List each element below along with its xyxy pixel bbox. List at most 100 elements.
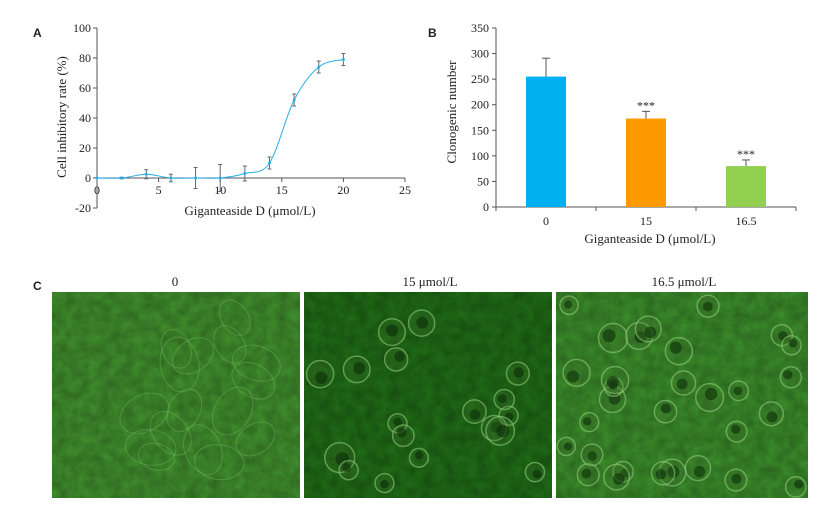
cell-nucleus: [794, 479, 804, 489]
micrograph-cells: [556, 294, 807, 498]
cell-outline: [137, 442, 176, 471]
cell: [211, 386, 254, 436]
cell: [684, 454, 712, 482]
panel-b-y-ticks: 0 50 100 150 200 250 300 350: [471, 21, 496, 214]
cell-nucleus: [581, 468, 592, 479]
cell: [524, 461, 546, 483]
cell: [182, 424, 223, 476]
cell: [193, 443, 245, 481]
cell-nucleus: [731, 424, 741, 434]
bar-group: *** 15: [626, 98, 666, 228]
cell: [670, 370, 697, 396]
cell-outline: [159, 336, 200, 393]
data-point: [95, 176, 99, 180]
cell: [562, 358, 591, 388]
cell-nucleus: [566, 370, 580, 383]
panel-a-y-axis-title: Cell inhibitory rate (%): [54, 56, 69, 178]
bar: [726, 166, 766, 207]
panel-a-x-ticks: 0 5 10 15 20 25: [94, 178, 411, 197]
cell-outline: [218, 299, 251, 336]
cell-nucleus: [783, 369, 793, 380]
bar: [626, 118, 666, 207]
micrograph-16-5: 16.5 μmol/L: [556, 274, 808, 498]
cell-nucleus: [532, 469, 542, 479]
bar-group: 0: [526, 57, 566, 228]
micrograph-0: 0: [52, 274, 300, 498]
data-point: [316, 60, 321, 74]
cell-nucleus: [564, 442, 573, 451]
x-tick-label: 15: [640, 214, 652, 228]
y-tick-label: 0: [85, 171, 91, 185]
cell-nucleus: [693, 466, 706, 478]
cell: [634, 315, 662, 343]
cell-nucleus: [669, 341, 682, 354]
bar-group: *** 16.5: [726, 147, 766, 228]
y-tick-label: 50: [477, 174, 489, 188]
data-point: [168, 173, 173, 183]
cell-nucleus: [513, 367, 524, 378]
panel-b-letter: B: [428, 26, 437, 40]
x-tick-label: 5: [156, 183, 162, 197]
point-marker: [317, 65, 321, 69]
significance-label: ***: [637, 98, 655, 112]
micrograph-cells: [119, 299, 281, 481]
point-marker: [341, 58, 345, 61]
cell-nucleus: [564, 300, 573, 309]
micrograph-label: 0: [172, 274, 179, 289]
cell-nucleus: [587, 451, 598, 462]
point-marker: [95, 176, 99, 180]
cell: [342, 355, 371, 384]
cell-outline: [149, 410, 192, 456]
cell: [600, 365, 630, 395]
cell: [579, 412, 600, 433]
panel-b-x-axis-title: Giganteaside D (μmol/L): [584, 231, 715, 246]
point-marker: [144, 172, 148, 176]
cell: [461, 399, 487, 425]
cell-nucleus: [766, 411, 778, 423]
cell-nucleus: [655, 469, 667, 480]
cell-nucleus: [702, 301, 713, 312]
cell-nucleus: [335, 452, 349, 466]
cell: [149, 410, 192, 456]
cell: [232, 344, 281, 382]
cell: [658, 458, 687, 487]
cell-nucleus: [704, 387, 718, 401]
panel-a-x-axis-title: Giganteaside D (μmol/L): [184, 203, 315, 218]
micrograph-texture: [52, 292, 300, 498]
cell-nucleus: [416, 316, 429, 329]
cell: [559, 295, 579, 316]
cell-nucleus: [342, 463, 352, 473]
y-tick-label: 300: [471, 47, 489, 61]
cell-outline: [171, 337, 215, 375]
panel-b-y-axis-title: Clonogenic number: [444, 60, 459, 164]
cell-outline: [119, 392, 170, 435]
panel-b-chart: 0 50 100 150 200 250 300 350 0 *** 15 *** 16.5 Giga…: [444, 21, 797, 246]
y-tick-label: 350: [471, 21, 489, 35]
y-tick-label: 250: [471, 72, 489, 86]
cell: [781, 334, 802, 356]
x-tick-label: 20: [337, 183, 349, 197]
cell: [653, 399, 678, 424]
cell-nucleus: [676, 378, 688, 390]
cell-outline: [124, 428, 177, 466]
cell-nucleus: [612, 473, 625, 485]
cell-nucleus: [380, 479, 389, 489]
cell-outline: [166, 388, 203, 432]
cell-nucleus: [644, 326, 657, 339]
cell: [650, 460, 676, 486]
cell: [338, 459, 359, 481]
cell: [218, 299, 251, 336]
data-point: [292, 93, 297, 107]
cell: [119, 392, 170, 435]
y-tick-label: 200: [471, 98, 489, 112]
x-tick-label: 16.5: [736, 214, 757, 228]
point-marker: [169, 176, 173, 180]
x-tick-label: 15: [276, 183, 288, 197]
y-tick-label: 80: [79, 51, 91, 65]
cell: [724, 468, 748, 492]
cell: [377, 317, 407, 347]
cell: [728, 380, 750, 402]
y-tick-label: 100: [73, 21, 91, 35]
